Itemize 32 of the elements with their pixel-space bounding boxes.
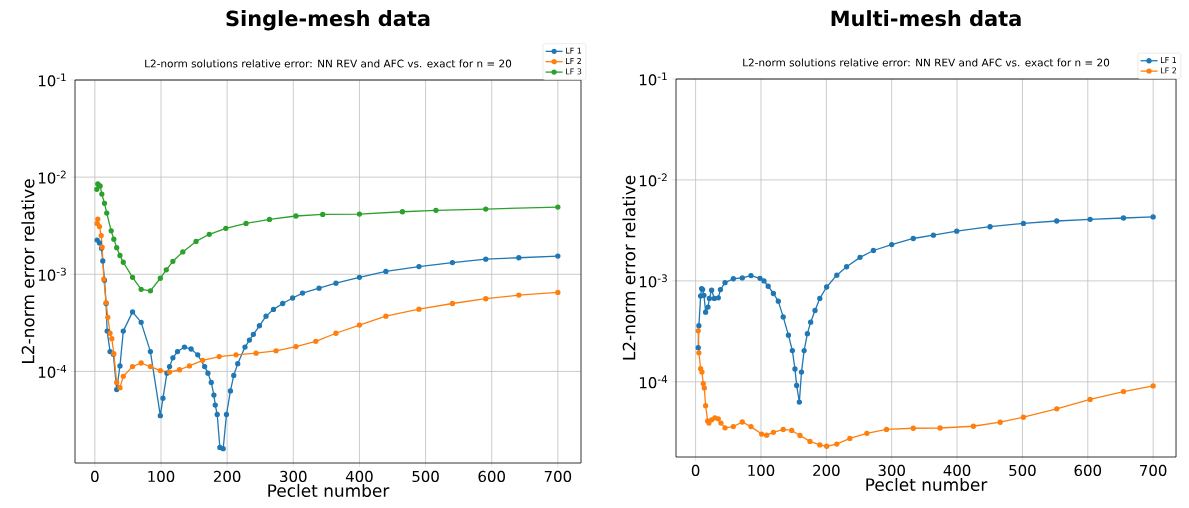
x-tick-label: 100 xyxy=(748,464,775,477)
x-tick-label: 700 xyxy=(544,470,572,483)
x-tick-label: 400 xyxy=(943,464,971,477)
x-tick-label: 600 xyxy=(1074,464,1102,477)
y-tick-label: 10$^{-1}$ xyxy=(38,73,66,87)
x-tick-label: 600 xyxy=(478,470,505,483)
x-tick-label: 200 xyxy=(813,464,840,477)
x-tick-label: 500 xyxy=(1009,464,1036,477)
x-tick-label: 0 xyxy=(691,464,700,477)
x-axis-title: Peclet number xyxy=(268,483,390,498)
y-axis-title: L2-norm error relative xyxy=(21,179,35,363)
y-tick-label: 10$^{-2}$ xyxy=(639,173,667,187)
y-tick-label: 10$^{-3}$ xyxy=(639,274,667,288)
x-tick-label: 200 xyxy=(213,470,241,483)
y-tick-label: 10$^{-4}$ xyxy=(639,375,668,389)
x-axis-title: Peclet number xyxy=(866,477,988,492)
x-tick-label: 300 xyxy=(280,470,307,483)
x-tick-label: 500 xyxy=(412,470,439,483)
y-tick-label: 10$^{-3}$ xyxy=(38,267,66,281)
x-tick-label: 100 xyxy=(148,470,175,483)
x-tick-label: 400 xyxy=(345,470,373,483)
x-tick-label: 0 xyxy=(91,470,99,483)
chart-title: Single-mesh data xyxy=(226,10,430,31)
chart-title: Multi-mesh data xyxy=(831,10,1021,27)
y-tick-label: 10$^{-4}$ xyxy=(38,364,67,378)
chart-subtitle: L2-norm solutions relative error: NN REV and AFC vs. exact for n = 20 xyxy=(743,58,1110,67)
y-tick-label: 10$^{-2}$ xyxy=(38,170,66,184)
chart-subtitle: L2-norm solutions relative error: NN REV and AFC vs. exact for n = 20 xyxy=(145,59,512,68)
x-tick-label: 300 xyxy=(878,464,905,477)
x-tick-label: 700 xyxy=(1140,464,1167,477)
y-tick-label: 10$^{-1}$ xyxy=(639,72,667,86)
y-axis-title: L2-norm error relative xyxy=(622,175,636,360)
